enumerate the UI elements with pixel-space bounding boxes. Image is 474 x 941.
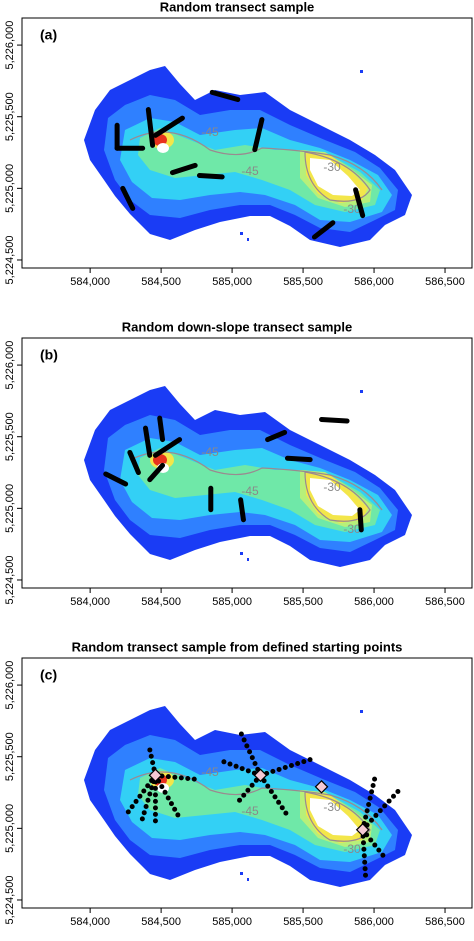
contour-label: -30 (323, 800, 341, 814)
y-tick-label: 5,226,000 (4, 661, 16, 710)
panel-title: Random down-slope transect sample (122, 319, 352, 334)
transect (215, 757, 263, 778)
x-tick-label: 585,000 (212, 276, 252, 288)
plot-frame (21, 657, 473, 909)
contour-label: -30 (343, 842, 361, 856)
transect (252, 117, 265, 153)
x-tick-label: 585,500 (283, 916, 323, 928)
start-point (314, 779, 329, 794)
x-tick-label: 584,000 (70, 596, 110, 608)
transect (265, 429, 288, 443)
panel-2: Random transect sample from defined star… (4, 639, 473, 928)
transect (147, 462, 166, 483)
transect (238, 497, 246, 523)
transect (103, 471, 129, 487)
transect (319, 417, 350, 424)
transect (123, 772, 158, 818)
transect (311, 220, 336, 240)
transect (257, 757, 313, 778)
transect (284, 455, 313, 463)
transect (360, 787, 403, 833)
transect (169, 162, 198, 176)
raster (83, 65, 413, 248)
y-tick-label: 5,226,000 (4, 21, 16, 70)
y-tick-label: 5,225,000 (4, 164, 16, 213)
x-tick-label: 586,000 (354, 596, 394, 608)
raster (83, 705, 413, 888)
panel-1: Random down-slope transect sample -45 -30 -… (4, 319, 473, 608)
x-tick-label: 584,500 (141, 916, 181, 928)
transect (152, 772, 202, 783)
x-tick-label: 585,500 (283, 596, 323, 608)
transect (152, 437, 183, 458)
x-tick-label: 585,000 (212, 596, 252, 608)
contour-label: -45 (201, 445, 219, 459)
y-tick-label: 5,224,500 (4, 236, 16, 285)
contour-label: -45 (241, 804, 259, 818)
x-tick-label: 586,500 (425, 596, 465, 608)
x-tick-label: 584,000 (70, 916, 110, 928)
plot-frame (21, 337, 473, 589)
y-tick-label: 5,225,500 (4, 92, 16, 141)
transect (360, 827, 388, 861)
panel-label: (c) (40, 667, 57, 683)
x-tick-label: 585,000 (212, 916, 252, 928)
x-tick-label: 586,500 (425, 276, 465, 288)
y-tick-label: 5,224,500 (4, 876, 16, 925)
y-tick-label: 5,226,000 (4, 341, 16, 390)
y-tick-label: 5,225,000 (4, 484, 16, 533)
contour-label: -30 (323, 480, 341, 494)
transect (127, 449, 141, 476)
start-point (355, 822, 370, 837)
panel-label: (a) (40, 27, 57, 43)
y-tick-label: 5,225,500 (4, 412, 16, 461)
transect (145, 107, 156, 148)
transect (257, 772, 290, 818)
panel-0: Random transect sample -45 -30 -45 -30 (a) 584… (4, 0, 473, 288)
y-tick-label: 5,224,500 (4, 556, 16, 605)
contour-label: -30 (343, 202, 361, 216)
transect (360, 827, 369, 879)
transect (152, 115, 185, 138)
contour-label: -45 (201, 765, 219, 779)
contour-label: -45 (241, 164, 259, 178)
contour-label: -30 (323, 160, 341, 174)
transect (233, 772, 263, 807)
raster (83, 385, 413, 568)
contour-label: -45 (241, 484, 259, 498)
x-tick-label: 584,500 (141, 596, 181, 608)
x-tick-label: 586,500 (425, 916, 465, 928)
plot-frame (21, 17, 473, 269)
start-point (253, 768, 268, 783)
x-tick-label: 586,000 (354, 916, 394, 928)
transect (143, 425, 153, 458)
transect (238, 729, 263, 778)
transect (353, 187, 366, 219)
transect (357, 507, 364, 533)
panel-title: Random transect sample from defined star… (72, 639, 403, 654)
panel-label: (b) (40, 347, 58, 363)
transect (209, 89, 241, 103)
transect (157, 415, 166, 443)
panel-title: Random transect sample (160, 0, 315, 14)
transect (120, 185, 136, 211)
contour-label: -45 (201, 125, 219, 139)
contour-label: -30 (343, 522, 361, 536)
y-tick-label: 5,225,000 (4, 804, 16, 853)
y-tick-label: 5,225,500 (4, 732, 16, 781)
x-tick-label: 585,500 (283, 276, 323, 288)
transect (196, 172, 225, 180)
start-point (148, 768, 163, 783)
transect (138, 772, 158, 826)
transect (360, 772, 378, 833)
x-tick-label: 586,000 (354, 276, 394, 288)
x-tick-label: 584,000 (70, 276, 110, 288)
transect (152, 772, 181, 818)
x-tick-label: 584,500 (141, 276, 181, 288)
